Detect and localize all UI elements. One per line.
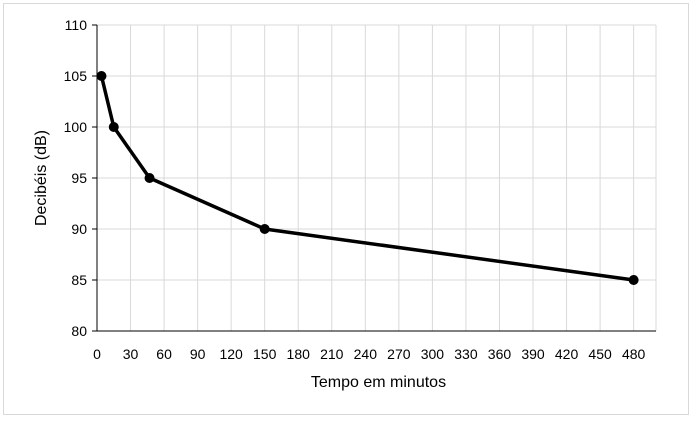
x-tick-label: 420 xyxy=(555,346,579,362)
x-tick-label: 0 xyxy=(93,346,101,362)
x-tick-label: 240 xyxy=(354,346,378,362)
x-tick-labels: 0 30 60 90 120 150 180 210 240 270 300 330 360 390 420… xyxy=(93,346,645,362)
y-tick-labels: 80 85 90 95 100 105 110 xyxy=(64,17,88,339)
data-point xyxy=(96,71,107,81)
x-tick-label: 180 xyxy=(287,346,311,362)
data-point xyxy=(144,173,155,183)
x-tick-label: 210 xyxy=(320,346,344,362)
y-tick-label: 105 xyxy=(64,68,88,84)
x-tick-label: 150 xyxy=(253,346,277,362)
x-tick-label: 30 xyxy=(123,346,139,362)
x-tick-label: 360 xyxy=(488,346,512,362)
grid-lines xyxy=(97,24,657,331)
y-tick-label: 85 xyxy=(71,272,87,288)
x-axis-label: Tempo em minutos xyxy=(311,374,446,391)
x-tick-label: 270 xyxy=(387,346,411,362)
y-tick-label: 90 xyxy=(71,221,87,237)
x-tick-label: 330 xyxy=(454,346,478,362)
series-group xyxy=(96,71,639,285)
y-tick-label: 80 xyxy=(71,323,87,339)
chart-frame xyxy=(3,3,689,415)
x-tick-label: 480 xyxy=(622,346,646,362)
x-tick-label: 120 xyxy=(219,346,243,362)
x-tick-label: 390 xyxy=(521,346,545,362)
x-tick-label: 90 xyxy=(190,346,206,362)
y-tick-label: 95 xyxy=(71,170,87,186)
data-point xyxy=(628,275,639,285)
x-tick-label: 60 xyxy=(156,346,172,362)
x-tick-label: 450 xyxy=(588,346,612,362)
data-point xyxy=(108,122,119,132)
y-axis-label: Decibéis (dB) xyxy=(33,130,50,226)
y-tick-label: 110 xyxy=(65,17,88,33)
data-point xyxy=(259,224,270,234)
x-tick-label: 300 xyxy=(421,346,445,362)
y-tick-label: 100 xyxy=(64,119,88,135)
